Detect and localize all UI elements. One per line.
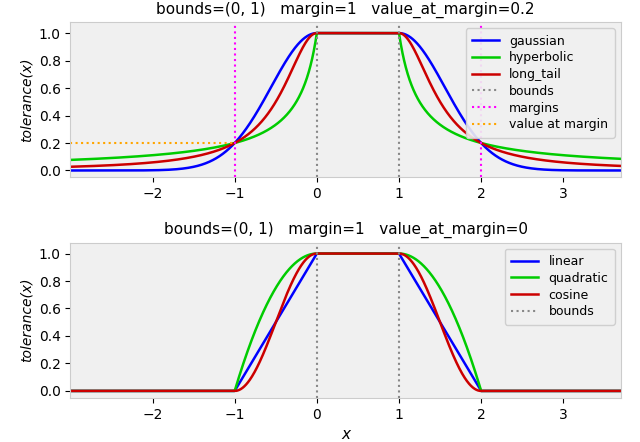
long_tail xyxy=(335,30,342,36)
long_tail xyxy=(601,163,609,168)
quadratic xyxy=(320,251,328,256)
cosine xyxy=(335,251,342,256)
long_tail xyxy=(95,163,102,168)
gaussian xyxy=(617,168,625,173)
quadratic xyxy=(67,388,74,393)
Line: cosine: cosine xyxy=(70,254,621,391)
cosine xyxy=(617,388,625,393)
hyperbolic xyxy=(500,145,508,151)
Y-axis label: tolerance(x): tolerance(x) xyxy=(19,57,33,142)
Title: bounds=(0, 1)   margin=1   value_at_margin=0.2: bounds=(0, 1) margin=1 value_at_margin=0… xyxy=(156,2,535,18)
Line: gaussian: gaussian xyxy=(70,33,621,171)
quadratic xyxy=(335,251,342,256)
long_tail xyxy=(601,163,609,168)
gaussian xyxy=(95,168,102,173)
cosine xyxy=(313,251,321,256)
long_tail xyxy=(500,149,508,155)
linear xyxy=(601,388,609,393)
linear xyxy=(617,388,625,393)
hyperbolic xyxy=(95,156,102,161)
Y-axis label: tolerance(x): tolerance(x) xyxy=(19,278,33,362)
Legend: linear, quadratic, cosine, bounds: linear, quadratic, cosine, bounds xyxy=(505,249,614,324)
linear xyxy=(320,251,328,256)
quadratic xyxy=(601,388,609,393)
Line: hyperbolic: hyperbolic xyxy=(70,33,621,160)
hyperbolic xyxy=(320,30,328,36)
hyperbolic xyxy=(67,157,74,163)
long_tail xyxy=(320,30,328,36)
long_tail xyxy=(67,164,74,169)
hyperbolic xyxy=(335,30,342,36)
hyperbolic xyxy=(313,30,321,36)
quadratic xyxy=(313,251,321,256)
linear xyxy=(500,388,508,393)
hyperbolic xyxy=(617,156,625,161)
linear xyxy=(335,251,342,256)
value at margin xyxy=(231,141,239,146)
quadratic xyxy=(617,388,625,393)
cosine xyxy=(601,388,609,393)
X-axis label: x: x xyxy=(341,427,350,442)
hyperbolic xyxy=(601,155,609,160)
cosine xyxy=(500,388,508,393)
quadratic xyxy=(95,388,102,393)
gaussian xyxy=(601,168,609,173)
Legend: gaussian, hyperbolic, long_tail, bounds, margins, value at margin: gaussian, hyperbolic, long_tail, bounds,… xyxy=(465,28,614,137)
long_tail xyxy=(617,163,625,168)
gaussian xyxy=(601,168,609,173)
quadratic xyxy=(601,388,609,393)
linear xyxy=(95,388,102,393)
Line: quadratic: quadratic xyxy=(70,254,621,391)
cosine xyxy=(601,388,609,393)
gaussian xyxy=(67,168,74,173)
linear xyxy=(67,388,74,393)
gaussian xyxy=(335,30,342,36)
gaussian xyxy=(313,30,321,36)
long_tail xyxy=(313,30,321,36)
hyperbolic xyxy=(601,156,609,161)
cosine xyxy=(95,388,102,393)
quadratic xyxy=(500,388,508,393)
cosine xyxy=(67,388,74,393)
gaussian xyxy=(500,158,508,163)
Line: long_tail: long_tail xyxy=(70,33,621,167)
Title: bounds=(0, 1)   margin=1   value_at_margin=0: bounds=(0, 1) margin=1 value_at_margin=0 xyxy=(164,222,527,238)
gaussian xyxy=(320,30,328,36)
value at margin xyxy=(67,141,74,146)
Line: linear: linear xyxy=(70,254,621,391)
cosine xyxy=(320,251,328,256)
linear xyxy=(601,388,609,393)
linear xyxy=(313,251,321,256)
